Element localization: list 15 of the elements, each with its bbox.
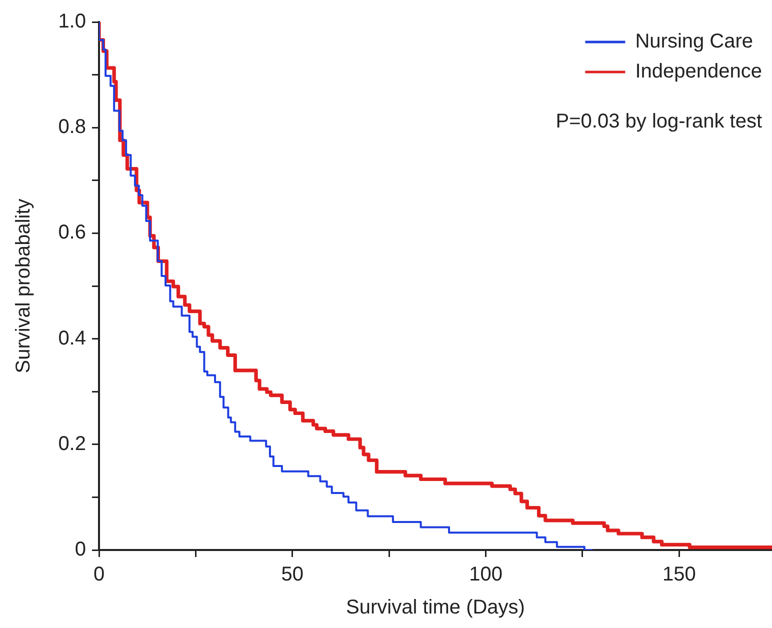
annotation: P=0.03 by log-rank test — [556, 110, 762, 133]
y-tick-label: 0 — [74, 538, 86, 561]
x-tick-label: 150 — [662, 564, 696, 586]
y-tick-label: 0.2 — [58, 432, 86, 455]
y-tick-label: 1.0 — [58, 10, 86, 33]
x-axis-title: Survival time (Days) — [346, 596, 525, 619]
x-tick-label: 100 — [469, 564, 502, 586]
x-tick-label: 0 — [93, 564, 105, 586]
legend-label: Nursing Care — [635, 30, 754, 53]
legend-label: Independence — [635, 60, 762, 83]
y-tick-label: 0.4 — [58, 327, 86, 350]
y-tick-label: 0.6 — [58, 222, 86, 244]
x-tick-label: 50 — [281, 564, 304, 586]
y-tick-label: 0.8 — [58, 116, 86, 138]
y-axis-title: Survival probabality — [12, 198, 35, 374]
